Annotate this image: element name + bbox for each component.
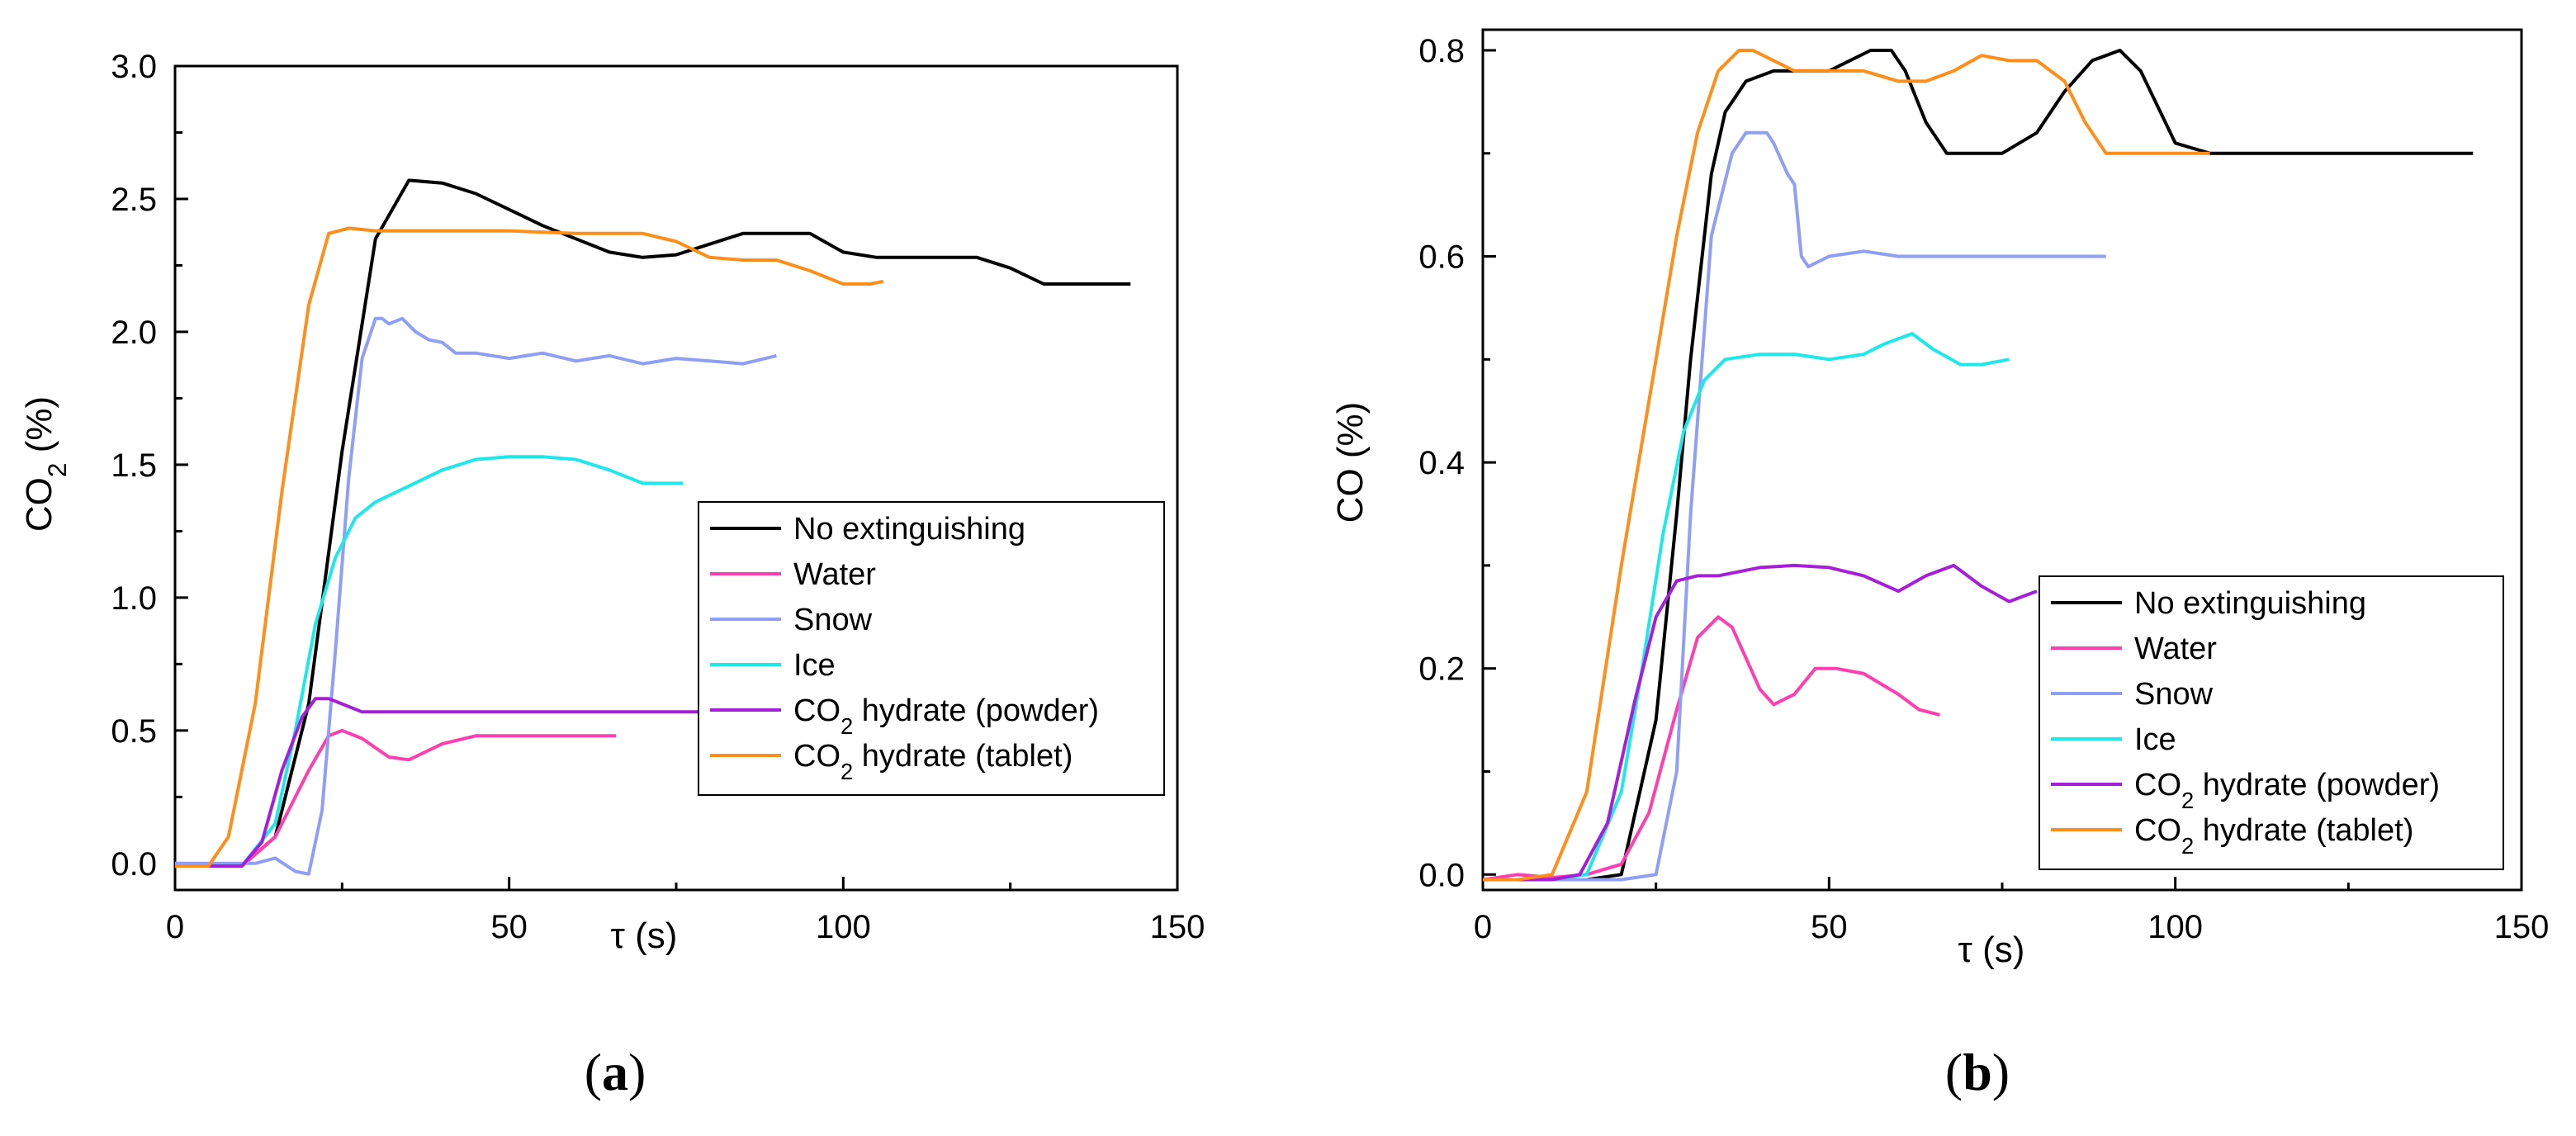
y-tick-label: 0.6 (1418, 239, 1465, 276)
y-tick-label: 0.0 (111, 846, 157, 883)
series-line-5 (1483, 49, 2210, 882)
legend: No extinguishing Water Snow Ice CO2 hydrate … (698, 501, 1165, 796)
x-axis-label: τ (s) (1958, 930, 2025, 970)
series-line-2 (1483, 130, 2106, 882)
y-tick-label: 0.8 (1418, 33, 1465, 69)
series-line-4 (175, 697, 844, 868)
y-axis-label: CO (%) (1330, 402, 1371, 523)
legend-box (2039, 575, 2504, 870)
x-tick-label: 150 (2494, 909, 2550, 945)
y-tick-label: 1.0 (111, 580, 157, 617)
legend-entry: Snow (2134, 677, 2214, 712)
x-tick-label: 0 (1474, 909, 1492, 945)
panel-label: (a) (585, 1043, 646, 1101)
series-line-3 (175, 455, 684, 868)
legend-entry: Water (2134, 632, 2217, 666)
legend-entry: No extinguishing (793, 512, 1025, 547)
y-tick-label: 0.2 (1418, 651, 1465, 688)
series-line-0 (175, 178, 1131, 868)
legend-entry: CO2 hydrate (tablet) (2134, 813, 2413, 859)
panel-label: (b) (1945, 1043, 2010, 1101)
chart-panel-b: 0 50 100 150 0.0 0.2 0.4 0.6 0.8 τ (s) CO (%) No ex… (1330, 28, 2550, 1101)
legend-entry: CO2 hydrate (tablet) (793, 739, 1073, 784)
legend-entry: No extinguishing (2134, 586, 2366, 621)
series-line-1 (175, 728, 617, 868)
x-tick-label: 150 (1150, 909, 1205, 945)
legend-entry: Water (793, 557, 876, 592)
series-line-1 (1483, 615, 1940, 882)
x-tick-label: 50 (490, 909, 528, 945)
x-tick-label: 100 (816, 909, 871, 945)
series-line-4 (1483, 563, 2038, 882)
legend-box (698, 501, 1165, 796)
y-tick-label: 2.5 (111, 182, 157, 218)
legend-entry: Ice (793, 648, 836, 683)
x-tick-label: 0 (166, 909, 184, 945)
y-tick-label: 0.5 (111, 713, 157, 750)
y-tick-label: 0.0 (1418, 857, 1465, 893)
y-tick-label: 3.0 (111, 49, 157, 85)
x-axis-label: τ (s) (611, 916, 678, 956)
series-line-5 (175, 226, 884, 868)
y-axis-label: CO2 (%) (19, 396, 72, 532)
series-line-2 (175, 316, 777, 876)
legend-entry: CO2 hydrate (powder) (2134, 768, 2440, 813)
legend-entry: Ice (2134, 722, 2176, 757)
legend-entry: Snow (793, 603, 873, 637)
y-tick-label: 0.4 (1418, 445, 1465, 481)
x-tick-label: 50 (1811, 909, 1848, 945)
chart-panel-a: 0 50 100 150 0.0 0.5 1.0 1.5 2.0 2.5 3.0 τ (s) CO2 (… (19, 49, 1205, 1101)
y-tick-label: 1.5 (111, 447, 157, 484)
series-line-3 (1483, 332, 2010, 882)
series-line-0 (1483, 49, 2474, 882)
legend-entry: CO2 hydrate (powder) (793, 693, 1099, 739)
legend: No extinguishing Water Snow Ice CO2 hydrate … (2039, 575, 2504, 870)
y-tick-label: 2.0 (111, 315, 157, 351)
x-tick-label: 100 (2147, 909, 2203, 945)
